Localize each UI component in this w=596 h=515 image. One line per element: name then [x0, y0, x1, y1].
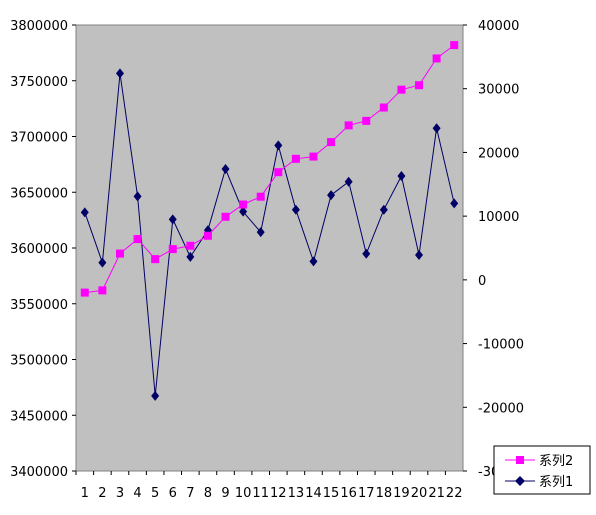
x-tick-label: 6	[169, 486, 177, 501]
x-tick-label: 9	[221, 486, 229, 501]
series-point	[98, 286, 107, 295]
right-tick-label: 20000	[478, 146, 519, 161]
left-axis: 3400000 3450000 3500000 3550000 3600000 36500…	[10, 19, 76, 480]
right-tick-label: 0	[478, 274, 486, 289]
left-tick-label: 3800000	[10, 19, 68, 34]
series-point	[168, 245, 177, 254]
left-tick-label: 3500000	[10, 354, 68, 369]
series-point	[186, 251, 195, 262]
series-line-1	[84, 73, 455, 396]
left-tick-label: 3400000	[10, 465, 68, 480]
series-layer	[80, 41, 459, 401]
series-point	[239, 206, 248, 217]
series-point	[327, 190, 336, 201]
x-tick-label: 18	[376, 486, 393, 501]
series-point	[432, 54, 441, 63]
x-tick-label: 20	[411, 486, 428, 501]
series-point	[274, 140, 283, 151]
series-point	[80, 207, 89, 218]
series-point	[344, 176, 353, 187]
series-point	[239, 200, 248, 209]
series-point	[274, 168, 283, 177]
left-tick-label: 3700000	[10, 131, 68, 146]
x-tick-label: 16	[340, 486, 357, 501]
x-tick-label: 12	[270, 486, 287, 501]
series-point	[151, 255, 160, 264]
x-tick-label: 1	[81, 486, 89, 501]
series-line-2	[84, 44, 455, 294]
x-tick-label: 21	[428, 486, 445, 501]
series-point	[186, 241, 195, 250]
series-point	[362, 116, 371, 125]
series-point	[168, 214, 177, 225]
series-point	[291, 154, 300, 163]
x-tick-label: 10	[235, 486, 252, 501]
series-point	[151, 390, 160, 401]
x-tick-label: 2	[98, 486, 106, 501]
series-point	[221, 212, 230, 221]
legend-marker-series1	[515, 476, 525, 486]
x-tick-label: 11	[252, 486, 269, 501]
right-tick-label: -20000	[478, 401, 524, 416]
x-tick-label: 3	[116, 486, 124, 501]
plot-area	[75, 24, 464, 472]
legend-marker-series2	[516, 456, 524, 464]
series-point	[133, 235, 142, 244]
legend-label-series2: 系列2	[539, 454, 573, 469]
series-point	[379, 103, 388, 112]
left-tick-label: 3650000	[10, 186, 68, 201]
left-tick-label: 3600000	[10, 242, 68, 257]
left-tick-label: 3550000	[10, 298, 68, 313]
x-tick-label: 7	[186, 486, 194, 501]
x-tick-label: 13	[288, 486, 305, 501]
series-point	[397, 171, 406, 182]
series-point	[415, 250, 424, 261]
x-tick-label: 4	[133, 486, 141, 501]
series-point	[80, 288, 89, 297]
right-tick-label: 40000	[478, 19, 519, 34]
series-point	[203, 231, 212, 240]
x-tick-label: 14	[305, 486, 322, 501]
series-point	[309, 152, 318, 161]
x-tick-label: 19	[393, 486, 410, 501]
right-tick-label: -10000	[478, 338, 524, 353]
series-point	[115, 249, 124, 258]
series-point	[256, 192, 265, 201]
series-point	[98, 257, 107, 268]
x-axis: 1 2 3 4 5 6 7 8 9 10 11 12 13 14 15 16 17 18 19 20 21 22	[75, 471, 463, 501]
legend: 系列2 系列1	[493, 445, 591, 495]
left-tick-label: 3450000	[10, 409, 68, 424]
right-tick-label: 10000	[478, 210, 519, 225]
series-point	[450, 198, 459, 209]
x-tick-label: 5	[151, 486, 159, 501]
series-point	[256, 227, 265, 238]
series-point	[415, 81, 424, 90]
x-tick-label: 8	[204, 486, 212, 501]
series-point	[291, 204, 300, 215]
series-point	[450, 41, 459, 50]
x-tick-label: 15	[323, 486, 340, 501]
left-tick-label: 3750000	[10, 75, 68, 90]
series-point	[221, 163, 230, 174]
legend-box	[493, 445, 591, 495]
series-point	[432, 123, 441, 134]
x-tick-label: 17	[358, 486, 375, 501]
x-tick-label: 22	[446, 486, 463, 501]
series-point	[309, 256, 318, 267]
series-point	[115, 68, 124, 79]
series-point	[362, 248, 371, 259]
series-point	[344, 121, 353, 130]
right-tick-label: 30000	[478, 83, 519, 98]
series-point	[397, 85, 406, 94]
series-point	[327, 138, 336, 147]
legend-label-series1: 系列1	[539, 475, 573, 490]
series-point	[379, 204, 388, 215]
series-point	[133, 191, 142, 202]
